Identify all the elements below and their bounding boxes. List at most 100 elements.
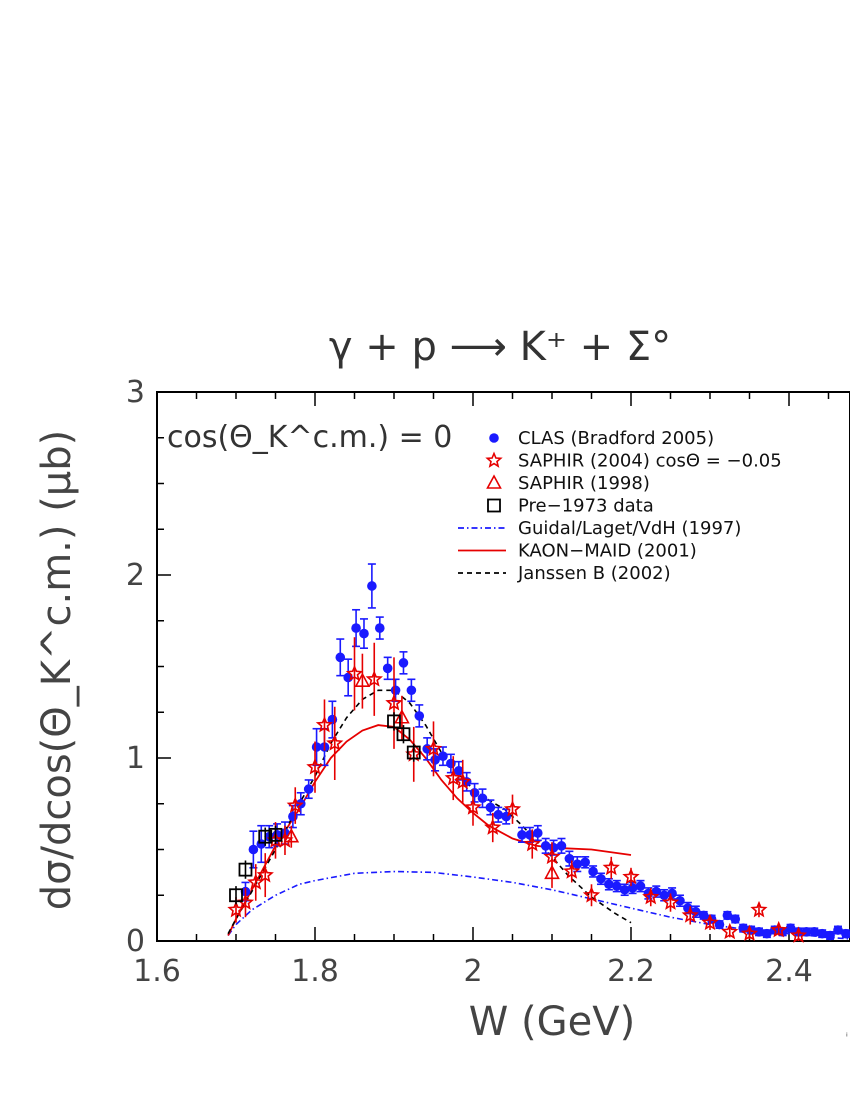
x-tick-label: 2.2	[607, 954, 655, 989]
data-point	[390, 685, 401, 696]
legend-label: SAPHIR (2004) cosΘ = −0.05	[518, 451, 782, 472]
y-axis-title: dσ/dcos(Θ_K^c.m.) (μb)	[34, 430, 80, 911]
data-point	[286, 796, 304, 813]
data-point	[627, 883, 638, 893]
data-point	[283, 828, 300, 843]
y-tick-label: 3	[126, 375, 145, 410]
legend-marker	[486, 474, 502, 489]
legend: CLAS (Bradford 2005)SAPHIR (2004) cosΘ =…	[458, 428, 782, 584]
data-point	[367, 581, 377, 591]
data-point	[406, 685, 417, 696]
data-point	[714, 919, 725, 930]
data-point	[642, 888, 660, 905]
chart-title: γ + p ⟶ K⁺ + Σ°	[329, 324, 671, 370]
legend-label: SAPHIR (1998)	[518, 473, 650, 494]
data-point	[690, 906, 701, 917]
data-point	[622, 867, 640, 885]
data-point	[762, 928, 772, 939]
data-point	[841, 928, 850, 939]
data-point	[469, 787, 480, 798]
data-point	[667, 888, 677, 899]
data-points	[227, 563, 850, 943]
data-point	[438, 751, 448, 761]
data-point	[430, 755, 440, 765]
data-point	[698, 910, 709, 921]
legend-label: KAON−MAID (2001)	[518, 541, 697, 562]
legend-label: CLAS (Bradford 2005)	[518, 428, 714, 449]
data-point	[414, 711, 425, 721]
data-point	[396, 727, 411, 742]
data-point	[659, 890, 669, 901]
data-point	[365, 670, 383, 687]
data-point	[335, 652, 346, 663]
data-point	[229, 888, 243, 903]
data-point	[359, 628, 369, 639]
data-point	[306, 758, 324, 775]
data-point	[503, 800, 522, 817]
data-point	[588, 866, 598, 877]
axis-ticks	[156, 391, 830, 942]
data-point	[288, 811, 298, 822]
data-point	[387, 714, 401, 729]
data-point	[604, 879, 614, 890]
legend-label: Guidal/Laget/VdH (1997)	[518, 518, 741, 539]
legend-marker	[489, 433, 499, 443]
data-point	[661, 893, 680, 910]
data-point	[303, 784, 314, 794]
data-point	[564, 853, 575, 864]
legend-marker	[487, 498, 501, 513]
data-point	[453, 766, 464, 776]
data-point	[619, 884, 630, 895]
data-point	[721, 922, 739, 940]
data-point	[326, 734, 344, 751]
x-axis-title: W (GeV)	[469, 999, 635, 1045]
data-point	[238, 862, 253, 877]
data-point	[493, 809, 504, 820]
data-point	[268, 827, 283, 842]
x-tick-label: 1.8	[291, 954, 339, 989]
data-point	[276, 831, 294, 848]
data-point	[345, 664, 364, 682]
corner-mark: ⁱ	[846, 1032, 848, 1043]
y-tick-labels: 0 1 2 3	[126, 375, 145, 959]
x-tick-label: 2.4	[765, 954, 813, 989]
data-point	[354, 672, 371, 687]
data-point	[722, 910, 733, 921]
data-point	[556, 841, 567, 851]
data-point	[477, 793, 488, 804]
data-point	[544, 864, 560, 880]
data-point	[464, 798, 482, 815]
data-point	[406, 745, 421, 760]
data-point	[580, 857, 590, 868]
legend-label: Pre−1973 data	[518, 496, 654, 517]
data-point	[540, 841, 551, 851]
x-tick-labels: 1.6 1.8 2 2.2 2.4	[133, 954, 813, 989]
data-point	[446, 758, 456, 769]
data-point	[809, 927, 820, 937]
data-point	[236, 893, 255, 910]
data-point	[563, 862, 581, 879]
data-point	[394, 709, 410, 724]
data-point	[398, 658, 409, 668]
data-point	[424, 739, 443, 757]
data-point	[454, 772, 472, 790]
data-point	[596, 873, 606, 884]
data-point	[385, 694, 403, 711]
data-point	[315, 716, 334, 733]
data-point	[485, 802, 496, 813]
data-point	[444, 768, 462, 786]
data-point	[611, 881, 622, 891]
angle-annotation: cos(Θ_K^c.m.) = 0	[167, 420, 452, 455]
x-tick-label: 1.6	[133, 954, 181, 989]
x-tick-label: 2	[463, 954, 482, 989]
y-tick-label: 2	[126, 558, 145, 593]
data-point	[730, 914, 741, 924]
data-point	[351, 623, 361, 633]
data-point	[675, 895, 685, 906]
data-point	[582, 886, 601, 903]
data-point	[635, 881, 646, 891]
data-point	[256, 865, 274, 883]
data-point	[532, 828, 543, 838]
model-curve	[227, 689, 632, 935]
